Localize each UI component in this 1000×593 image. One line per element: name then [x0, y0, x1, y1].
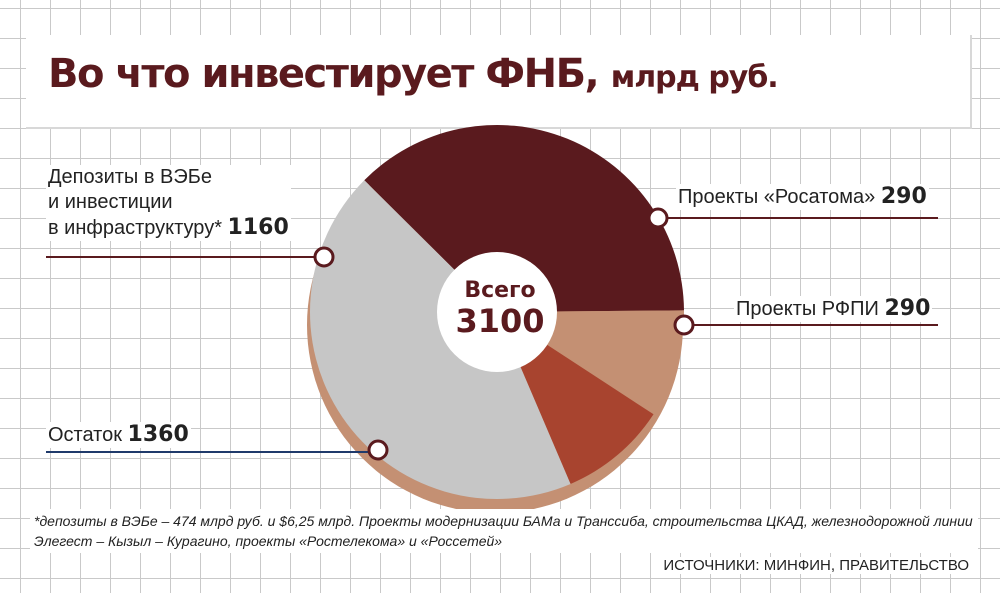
- total-value: 3100: [455, 302, 545, 340]
- footnote: *депозиты в ВЭБе – 474 млрд руб. и $6,25…: [30, 509, 978, 553]
- label-rosatom: Проекты «Росатома» 290: [676, 184, 929, 210]
- value-deposits: 1160: [227, 215, 289, 240]
- dot-rosatom: [647, 207, 669, 229]
- dot-rest: [367, 439, 389, 461]
- leader-lines: [46, 217, 938, 453]
- value-rfpi: 290: [884, 296, 931, 321]
- title-main: Во что инвестирует ФНБ,: [48, 51, 600, 97]
- label-rfpi-text: Проекты РФПИ: [736, 298, 879, 320]
- label-rest-text: Остаток: [48, 424, 122, 446]
- label-deposits-line3: в инфраструктуру*: [48, 217, 222, 239]
- label-deposits-line2: и инвестиции: [48, 191, 173, 213]
- label-rfpi: Проекты РФПИ 290: [734, 296, 933, 322]
- chart-title: Во что инвестирует ФНБ, млрд руб.: [48, 51, 779, 97]
- label-deposits: Депозиты в ВЭБе и инвестиции в инфрастру…: [46, 165, 291, 241]
- source-note: ИСТОЧНИКИ: МИНФИН, ПРАВИТЕЛЬСТВО: [660, 557, 972, 574]
- dot-deposits: [313, 246, 335, 268]
- slice-deposits: [364, 125, 684, 313]
- value-rosatom: 290: [880, 184, 927, 209]
- value-rest: 1360: [127, 422, 189, 447]
- dot-rfpi: [673, 314, 695, 336]
- title-box: Во что инвестирует ФНБ, млрд руб.: [26, 35, 972, 129]
- slice-rest: [309, 180, 571, 500]
- leader-dots: [313, 207, 695, 461]
- label-deposits-line1: Депозиты в ВЭБе: [48, 166, 212, 188]
- donut-hole: [437, 252, 557, 372]
- label-rosatom-text: Проекты «Росатома»: [678, 186, 876, 208]
- donut-slices: [309, 125, 684, 500]
- title-unit: млрд руб.: [610, 60, 779, 95]
- total-label: Всего: [464, 278, 536, 303]
- label-rest: Остаток 1360: [46, 422, 191, 448]
